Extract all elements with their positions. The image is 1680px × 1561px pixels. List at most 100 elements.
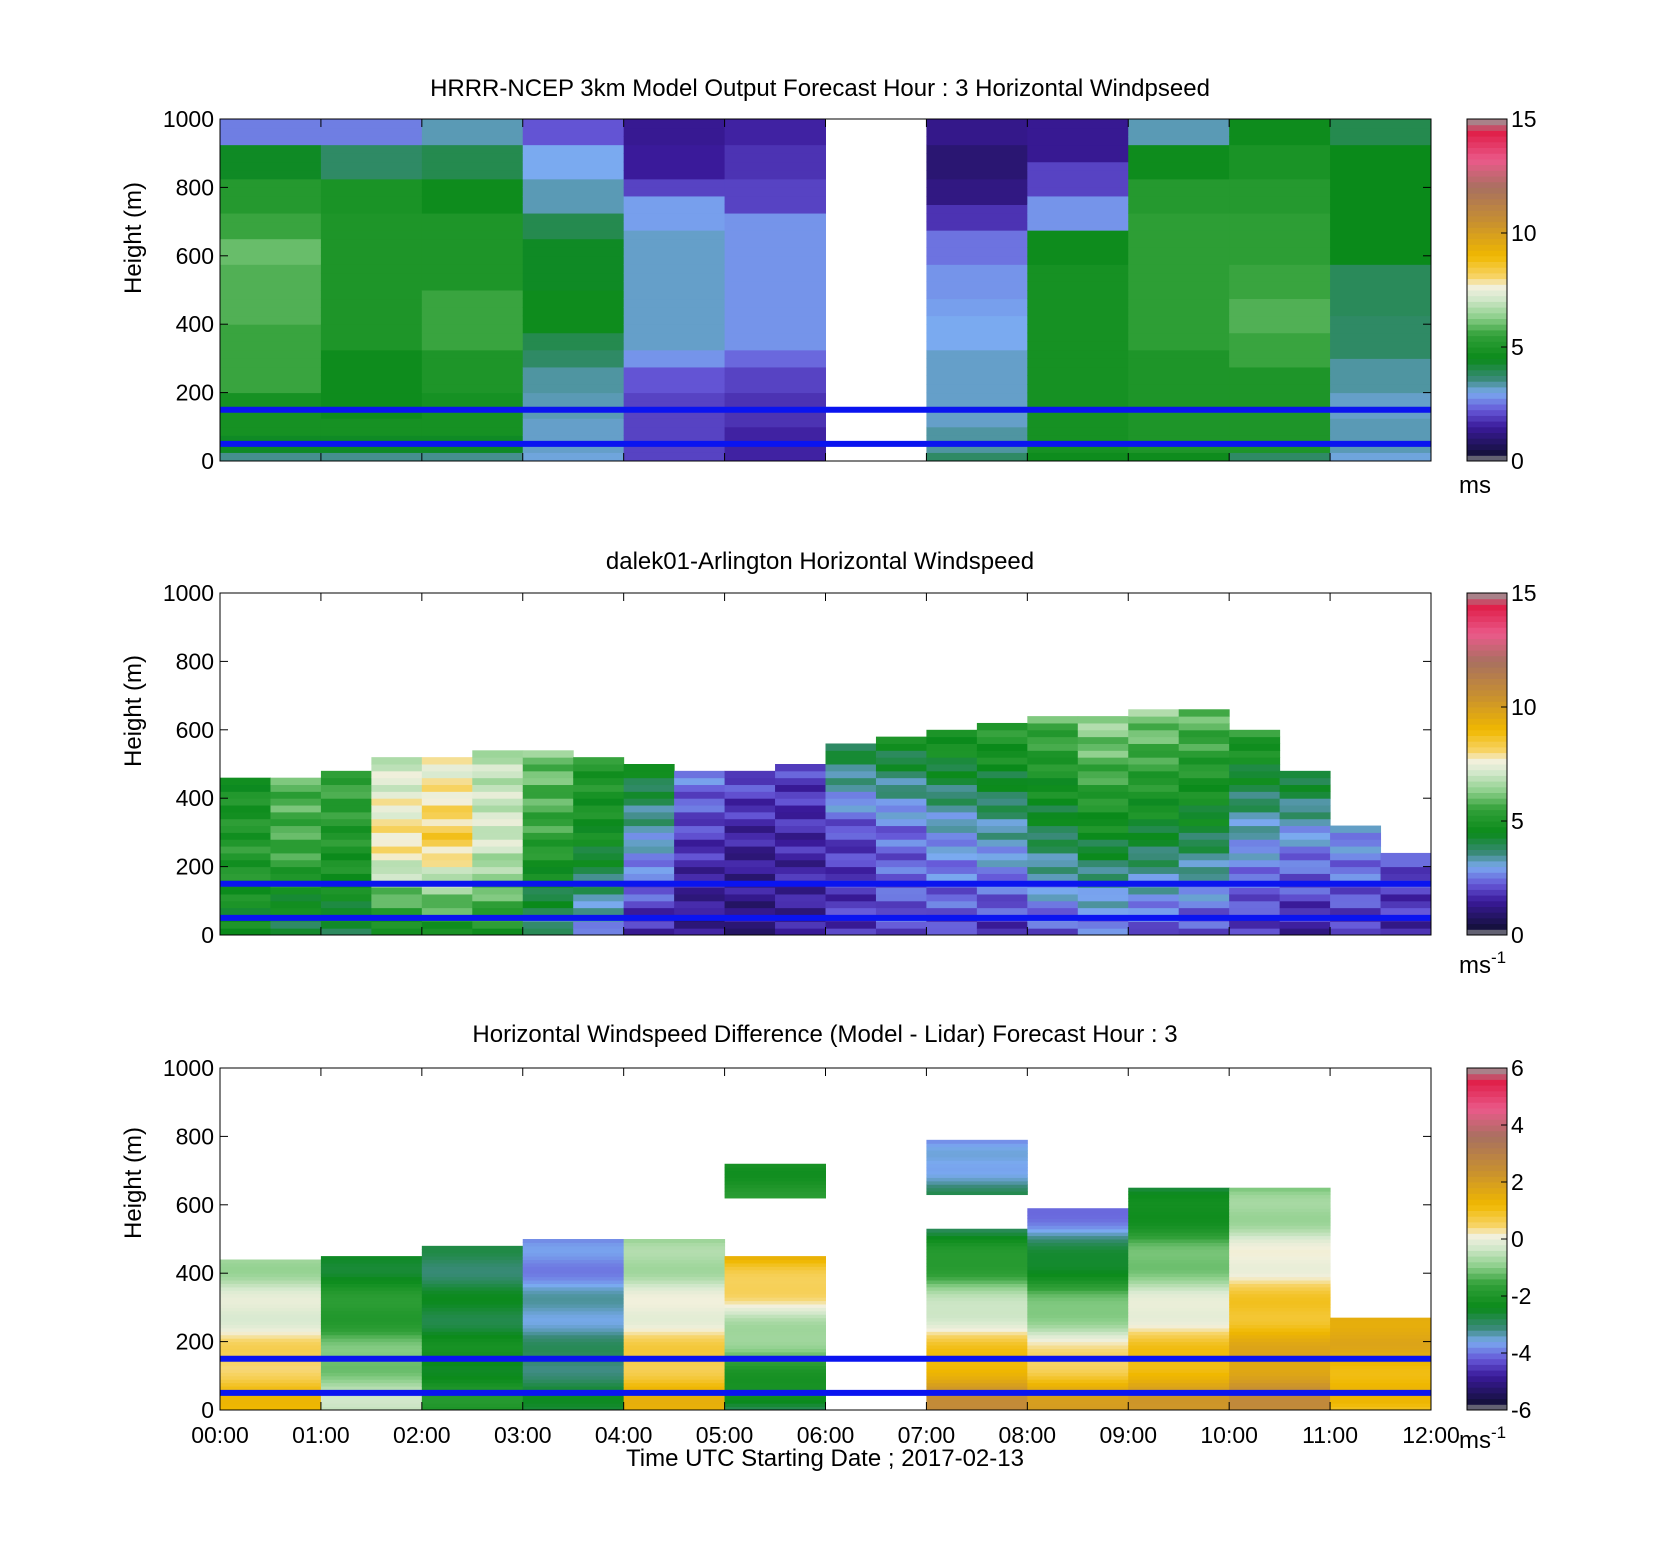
heatmap-cell	[1330, 1379, 1432, 1384]
heatmap-cell	[1027, 1245, 1129, 1250]
heatmap-cell	[674, 784, 726, 792]
heatmap-cell	[1178, 825, 1230, 833]
heatmap-cell	[724, 1372, 826, 1377]
heatmap-cell	[320, 255, 423, 265]
heatmap-cell	[623, 770, 675, 779]
heatmap-cell	[1027, 153, 1129, 163]
heatmap-cell	[522, 1266, 625, 1271]
heatmap-cell	[1027, 1300, 1129, 1305]
heatmap-cell	[522, 1396, 625, 1401]
heatmap-cell	[623, 443, 726, 453]
colorbar-segment	[1467, 724, 1507, 731]
heatmap-cell	[875, 764, 927, 772]
heatmap-cell	[724, 247, 826, 257]
heatmap-cell	[1229, 315, 1331, 325]
heatmap-cell	[421, 805, 473, 813]
heatmap-cell	[220, 1283, 322, 1288]
heatmap-cell	[472, 757, 524, 765]
heatmap-cell	[1330, 195, 1432, 205]
heatmap-cell	[421, 1276, 524, 1281]
heatmap-cell	[825, 907, 877, 915]
heatmap-cell	[623, 1314, 726, 1319]
colorbar-segment	[1467, 895, 1507, 902]
heatmap-cell	[220, 1286, 322, 1291]
colorbar-segment	[1467, 1341, 1507, 1348]
heatmap-cell	[1027, 1317, 1129, 1322]
heatmap-cell	[421, 435, 524, 445]
y-tick-label: 400	[176, 785, 214, 811]
heatmap-cell	[1229, 1269, 1331, 1274]
heatmap-cell	[724, 307, 826, 317]
heatmap-cell	[926, 401, 1028, 411]
heatmap-cell	[522, 1321, 625, 1325]
colorbar-segment	[1467, 1296, 1507, 1303]
heatmap-cell	[724, 1334, 826, 1339]
heatmap-cell	[623, 1382, 726, 1387]
heatmap-cell	[1229, 873, 1281, 881]
heatmap-cell	[926, 1362, 1028, 1367]
heatmap-cell	[1128, 332, 1230, 342]
heatmap-cell	[926, 1156, 1028, 1161]
heatmap-cell	[1027, 230, 1129, 240]
heatmap-cell	[724, 1290, 826, 1295]
heatmap-cell	[926, 1406, 1028, 1411]
heatmap-cell	[724, 893, 776, 902]
colorbar-segment	[1467, 1227, 1507, 1234]
heatmap-cell	[220, 1379, 322, 1384]
heatmap-cell	[875, 832, 927, 840]
colorbar-segment	[1467, 335, 1507, 342]
heatmap-cell	[1229, 1283, 1331, 1288]
heatmap-cell	[724, 1348, 826, 1353]
heatmap-cell	[825, 757, 877, 765]
heatmap-cell	[220, 1290, 322, 1295]
heatmap-cell	[573, 770, 625, 779]
heatmap-cell	[926, 1160, 1028, 1165]
heatmap-cell	[1128, 1310, 1230, 1315]
colorbar-tick-label: 6	[1511, 1055, 1524, 1081]
heatmap-cell	[724, 1256, 826, 1261]
heatmap-cell	[1027, 1218, 1129, 1223]
colorbar-segment	[1467, 1085, 1507, 1092]
heatmap-cell	[1077, 798, 1129, 806]
heatmap-cell	[522, 1379, 625, 1384]
heatmap-cell	[472, 907, 524, 915]
heatmap-cell	[421, 341, 524, 351]
heatmap-cell	[623, 401, 726, 411]
heatmap-cell	[1330, 136, 1432, 146]
heatmap-cell	[421, 1317, 524, 1322]
heatmap-cell	[1229, 798, 1281, 806]
colorbar-segment	[1467, 369, 1507, 376]
heatmap-cell	[623, 1365, 726, 1370]
heatmap-cell	[623, 153, 726, 163]
heatmap-cell	[976, 907, 1028, 915]
heatmap-cell	[1128, 418, 1230, 428]
heatmap-cell	[1027, 1269, 1129, 1274]
y-tick-label: 800	[176, 174, 214, 200]
heatmap-cell	[1027, 1327, 1129, 1332]
heatmap-cell	[724, 859, 776, 868]
heatmap-cell	[825, 784, 877, 792]
heatmap-cell	[320, 893, 372, 902]
heatmap-cell	[522, 887, 574, 895]
heatmap-cell	[623, 1399, 726, 1404]
heatmap-cell	[220, 873, 271, 881]
heatmap-cell	[421, 1334, 524, 1339]
heatmap-cell	[1027, 1208, 1129, 1213]
heatmap-cell	[522, 1293, 625, 1298]
heatmap-cell	[522, 341, 625, 351]
heatmap-cell	[1027, 1331, 1129, 1336]
heatmap-cell	[1128, 729, 1180, 738]
heatmap-cell	[220, 366, 322, 376]
heatmap-cell	[573, 921, 625, 929]
heatmap-cell	[421, 798, 473, 806]
heatmap-cell	[1027, 1310, 1129, 1315]
colorbar-segment	[1467, 1210, 1507, 1217]
heatmap-cell	[926, 341, 1028, 351]
heatmap-cell	[623, 1283, 726, 1288]
heatmap-cell	[320, 921, 372, 929]
heatmap-cell	[421, 1338, 524, 1343]
heatmap-cell	[1027, 1290, 1129, 1295]
heatmap-cell	[976, 798, 1028, 806]
heatmap-cell	[270, 811, 322, 820]
